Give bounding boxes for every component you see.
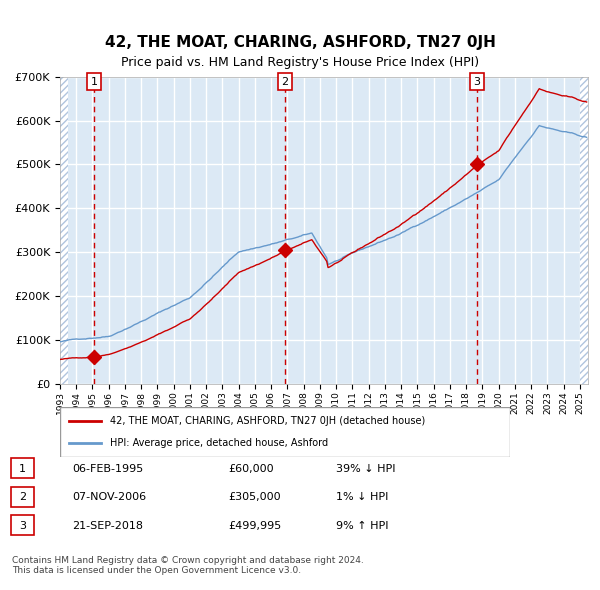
Bar bbox=[580, 77, 588, 384]
Text: 2: 2 bbox=[19, 493, 26, 502]
Text: 42, THE MOAT, CHARING, ASHFORD, TN27 0JH (detached house): 42, THE MOAT, CHARING, ASHFORD, TN27 0JH… bbox=[110, 416, 425, 426]
Text: 42, THE MOAT, CHARING, ASHFORD, TN27 0JH: 42, THE MOAT, CHARING, ASHFORD, TN27 0JH bbox=[104, 35, 496, 50]
Text: Price paid vs. HM Land Registry's House Price Index (HPI): Price paid vs. HM Land Registry's House … bbox=[121, 56, 479, 69]
Text: £60,000: £60,000 bbox=[228, 464, 274, 474]
FancyBboxPatch shape bbox=[60, 407, 510, 457]
Text: £499,995: £499,995 bbox=[228, 521, 281, 530]
Text: 21-SEP-2018: 21-SEP-2018 bbox=[72, 521, 143, 530]
Text: 9% ↑ HPI: 9% ↑ HPI bbox=[336, 521, 389, 530]
Text: 07-NOV-2006: 07-NOV-2006 bbox=[72, 493, 146, 502]
Text: HPI: Average price, detached house, Ashford: HPI: Average price, detached house, Ashf… bbox=[110, 438, 328, 448]
Text: £305,000: £305,000 bbox=[228, 493, 281, 502]
Text: Contains HM Land Registry data © Crown copyright and database right 2024.
This d: Contains HM Land Registry data © Crown c… bbox=[12, 556, 364, 575]
Text: 2: 2 bbox=[281, 77, 289, 87]
Text: 3: 3 bbox=[19, 521, 26, 530]
Text: 3: 3 bbox=[473, 77, 481, 87]
Text: 1: 1 bbox=[91, 77, 97, 87]
Text: 1: 1 bbox=[19, 464, 26, 474]
Text: 39% ↓ HPI: 39% ↓ HPI bbox=[336, 464, 395, 474]
Text: 06-FEB-1995: 06-FEB-1995 bbox=[72, 464, 143, 474]
Text: 1% ↓ HPI: 1% ↓ HPI bbox=[336, 493, 388, 502]
Bar bbox=[60, 77, 68, 384]
